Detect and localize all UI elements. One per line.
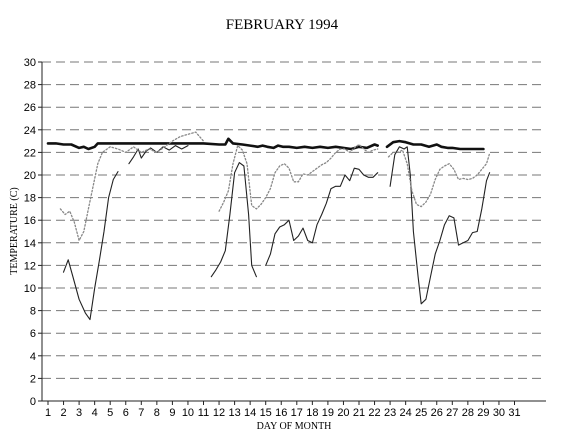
series-2-segment-4 <box>265 167 379 266</box>
x-tick-label-15: 15 <box>260 407 272 419</box>
x-tick-label-10: 10 <box>182 407 194 419</box>
x-tick-label-6: 6 <box>123 407 129 419</box>
x-tick-label-21: 21 <box>353 407 365 419</box>
y-tick-label-26: 26 <box>24 102 36 114</box>
x-tick-label-14: 14 <box>244 407 256 419</box>
chart-title: FEBRUARY 1994 <box>226 17 339 33</box>
x-tick-label-1: 1 <box>45 407 51 419</box>
x-tick-label-19: 19 <box>322 407 334 419</box>
x-tick-label-25: 25 <box>415 407 427 419</box>
y-tick-label-0: 0 <box>30 396 36 408</box>
series-3-segment-1 <box>59 131 205 242</box>
y-tick-label-22: 22 <box>24 147 36 159</box>
series-1-segment-2 <box>385 139 485 151</box>
x-tick-label-3: 3 <box>76 407 82 419</box>
y-tick-label-20: 20 <box>24 170 36 182</box>
y-tick-label-14: 14 <box>24 238 36 250</box>
y-tick-label-2: 2 <box>30 373 36 385</box>
x-tick-label-30: 30 <box>493 407 505 419</box>
series-3-segment-2 <box>218 143 379 212</box>
y-tick-label-8: 8 <box>30 306 36 318</box>
y-tick-label-12: 12 <box>24 260 36 272</box>
y-tick-label-28: 28 <box>24 80 36 92</box>
x-tick-label-29: 29 <box>477 407 489 419</box>
x-tick-label-24: 24 <box>400 407 412 419</box>
x-tick-label-20: 20 <box>337 407 349 419</box>
x-tick-label-31: 31 <box>508 407 520 419</box>
y-tick-label-6: 6 <box>30 328 36 340</box>
x-tick-label-12: 12 <box>213 407 225 419</box>
x-tick-label-28: 28 <box>462 407 474 419</box>
x-tick-label-2: 2 <box>60 407 66 419</box>
series-3-segment-3 <box>387 149 491 208</box>
x-tick-label-7: 7 <box>138 407 144 419</box>
x-tick-label-8: 8 <box>154 407 160 419</box>
x-tick-label-11: 11 <box>198 407 209 419</box>
x-tick-label-4: 4 <box>92 407 98 419</box>
y-tick-label-24: 24 <box>24 125 36 137</box>
series-2-segment-5 <box>389 146 491 305</box>
x-tick-label-22: 22 <box>368 407 380 419</box>
y-tick-label-30: 30 <box>24 57 36 69</box>
x-tick-label-17: 17 <box>291 407 303 419</box>
y-tick-label-4: 4 <box>30 351 36 363</box>
x-tick-label-9: 9 <box>169 407 175 419</box>
y-tick-label-10: 10 <box>24 283 36 295</box>
x-tick-label-16: 16 <box>275 407 287 419</box>
x-tick-label-5: 5 <box>107 407 113 419</box>
y-tick-label-16: 16 <box>24 215 36 227</box>
x-tick-label-13: 13 <box>228 407 240 419</box>
series-2-segment-2 <box>128 145 189 165</box>
x-tick-label-23: 23 <box>384 407 396 419</box>
grid-lines <box>42 61 546 379</box>
y-tick-label-18: 18 <box>24 193 36 205</box>
series-1-segment-1 <box>46 137 379 151</box>
series-2-segment-3 <box>210 162 257 278</box>
data-series <box>46 131 491 321</box>
x-tick-label-27: 27 <box>446 407 458 419</box>
y-axis-label: TEMPERATURE (C) <box>9 187 20 275</box>
series-2-segment-1 <box>62 171 119 321</box>
x-axis-label: DAY OF MONTH <box>257 421 332 432</box>
x-tick-label-26: 26 <box>431 407 443 419</box>
x-tick-labels: 1 2 3 4 5 6 7 8 9 10 11 12 13 14 15 16 17 18 19 20 21 22 23 24 2… <box>45 401 521 419</box>
x-tick-label-18: 18 <box>306 407 318 419</box>
